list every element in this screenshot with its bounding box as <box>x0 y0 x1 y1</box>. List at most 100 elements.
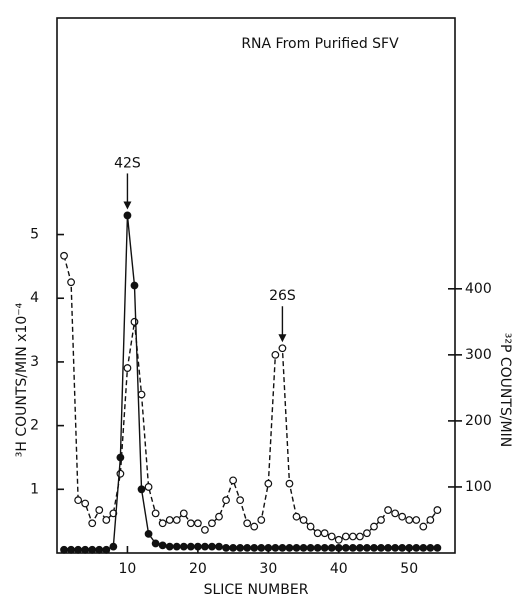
y-tick-label: 3 <box>30 354 39 370</box>
data-point <box>419 522 428 531</box>
data-point <box>334 544 343 552</box>
data-point <box>405 516 414 524</box>
data-point <box>236 544 245 552</box>
y-tick-label: 2 <box>30 418 39 434</box>
data-point <box>306 522 315 531</box>
data-point <box>165 542 174 551</box>
data-point <box>222 544 230 552</box>
data-point <box>341 532 350 541</box>
data-point <box>208 519 216 528</box>
data-point <box>370 522 378 531</box>
data-point <box>250 544 259 552</box>
data-point <box>201 525 209 534</box>
y2-tick-label: 200 <box>465 413 492 429</box>
data-point <box>123 211 132 220</box>
y-tick-label: 5 <box>30 227 39 243</box>
data-point <box>60 545 68 554</box>
data-point <box>208 542 216 551</box>
x-tick-label: 50 <box>400 561 418 577</box>
y2-tick-label: 300 <box>465 347 492 363</box>
data-point <box>229 476 238 485</box>
data-point <box>285 479 294 488</box>
data-point <box>377 544 385 552</box>
data-point <box>327 544 336 552</box>
peak-arrowhead <box>123 201 132 210</box>
data-point <box>370 544 378 552</box>
x-tick-label: 30 <box>259 561 277 577</box>
data-point <box>95 506 104 514</box>
x-tick-label: 10 <box>119 561 137 577</box>
data-point <box>229 544 238 552</box>
data-point <box>363 529 371 538</box>
y-axis-label: ³H COUNTS/MIN x10⁻⁴ <box>14 302 30 457</box>
data-point <box>186 542 195 551</box>
data-point <box>320 544 329 552</box>
data-point <box>151 539 160 548</box>
data-point <box>405 544 414 552</box>
data-point <box>356 532 364 541</box>
data-point <box>130 281 139 290</box>
data-point <box>356 544 364 552</box>
data-point <box>88 519 97 528</box>
data-point <box>306 544 315 552</box>
data-point <box>341 544 350 552</box>
data-point <box>278 544 287 552</box>
annotation-title: RNA From Purified SFV <box>241 36 399 52</box>
data-point <box>278 344 287 353</box>
data-point <box>412 516 421 524</box>
data-point <box>334 535 343 544</box>
data-point <box>348 544 357 552</box>
data-point <box>193 519 202 528</box>
data-point <box>186 519 195 528</box>
data-point <box>398 544 407 552</box>
data-point <box>109 542 118 551</box>
data-point <box>137 485 146 494</box>
data-point <box>116 453 125 462</box>
data-point <box>144 483 153 491</box>
data-point <box>348 532 357 541</box>
data-point <box>74 496 83 505</box>
data-point <box>426 544 435 552</box>
data-point <box>179 509 188 518</box>
peak-label: 42S <box>114 155 141 171</box>
data-point <box>426 516 435 524</box>
plot-frame <box>56 17 456 554</box>
data-point <box>377 516 385 524</box>
data-point <box>384 544 392 552</box>
data-point <box>285 544 294 552</box>
data-point <box>67 278 75 287</box>
data-point <box>102 516 111 524</box>
data-point <box>391 544 400 552</box>
data-point <box>74 545 83 554</box>
data-point <box>158 541 167 550</box>
data-point <box>271 350 280 359</box>
data-point <box>88 545 97 554</box>
data-point <box>130 317 139 326</box>
data-point <box>433 506 442 514</box>
peak-label: 26S <box>269 288 296 304</box>
data-point <box>222 496 230 505</box>
data-point <box>81 545 90 554</box>
data-point <box>123 364 132 372</box>
data-point <box>412 544 421 552</box>
data-point <box>95 545 104 554</box>
data-point <box>179 542 188 551</box>
peak-arrowhead <box>278 334 287 343</box>
data-point <box>250 522 259 531</box>
data-point <box>292 512 301 521</box>
data-point <box>137 390 146 399</box>
x-tick-label: 40 <box>330 561 348 577</box>
data-point <box>264 544 273 552</box>
y-tick-label: 1 <box>30 481 39 497</box>
data-point <box>81 499 90 508</box>
y2-tick-label: 400 <box>465 281 492 297</box>
data-point <box>215 542 223 551</box>
data-point <box>215 512 223 521</box>
x-tick-label: 20 <box>189 561 207 577</box>
data-point <box>116 469 125 478</box>
data-point <box>102 545 111 554</box>
data-point <box>292 544 301 552</box>
data-point <box>201 542 209 551</box>
data-point <box>60 251 68 260</box>
data-point <box>243 519 252 528</box>
